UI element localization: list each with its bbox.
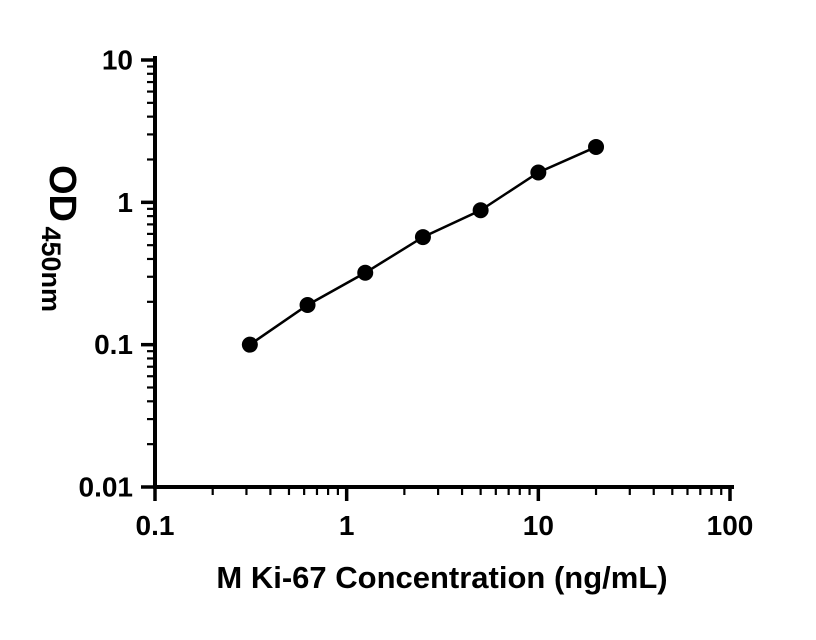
x-tick-label: 0.1 xyxy=(136,510,175,541)
y-axis-title-main: OD xyxy=(41,165,83,222)
data-point xyxy=(414,229,431,246)
data-point xyxy=(299,296,316,313)
x-tick-label: 1 xyxy=(339,510,355,541)
x-axis-title: M Ki-67 Concentration (ng/mL) xyxy=(216,560,667,595)
data-point xyxy=(588,138,605,155)
x-tick-label: 100 xyxy=(707,510,754,541)
y-tick-label: 1 xyxy=(117,187,133,218)
y-tick-label: 0.1 xyxy=(94,329,133,360)
y-tick-label: 10 xyxy=(102,45,133,76)
y-axis-title: OD 450nm xyxy=(36,165,83,312)
data-point xyxy=(472,202,489,219)
data-point xyxy=(530,164,547,181)
y-axis-title-subscript: 450nm xyxy=(36,226,66,312)
x-tick-label: 10 xyxy=(523,510,554,541)
data-point xyxy=(357,264,374,281)
y-tick-label: 0.01 xyxy=(79,472,134,503)
data-point xyxy=(241,336,258,353)
